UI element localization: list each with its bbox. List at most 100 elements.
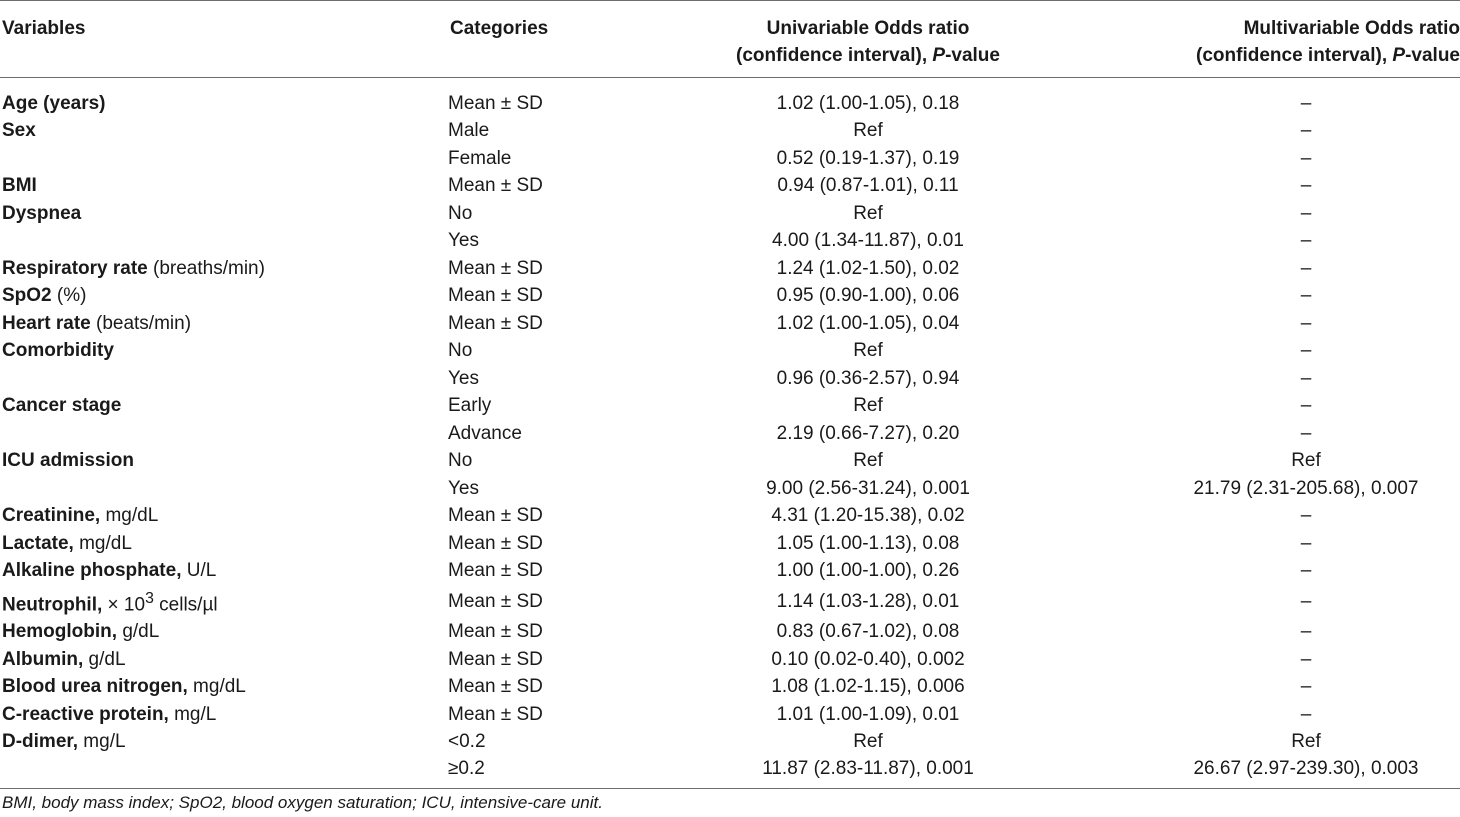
- variable-unit: mg/dL: [73, 532, 132, 554]
- multivariable-cell: –: [1300, 257, 1312, 279]
- table-row: Yes 0.96 (0.36-2.57), 0.94 –: [0, 365, 1460, 393]
- table-row: Dyspnea No Ref –: [0, 200, 1460, 228]
- table-row: Comorbidity No Ref –: [0, 337, 1460, 365]
- table-row: Cancer stage Early Ref –: [0, 392, 1460, 420]
- univariable-cell: 1.01 (1.00-1.09), 0.01: [776, 703, 960, 725]
- variable-cell: Blood urea nitrogen, mg/dL: [0, 673, 448, 701]
- multivariable-cell: –: [1300, 590, 1312, 612]
- univariable-cell: 1.05 (1.00-1.13), 0.08: [776, 532, 960, 554]
- odds-ratio-table: Variables Categories Univariable Odds ra…: [0, 0, 1460, 790]
- header-univariable-line2-suffix: -value: [945, 45, 1000, 66]
- multivariable-cell: –: [1300, 230, 1312, 252]
- variable-cell: Hemoglobin, g/dL: [0, 618, 448, 646]
- header-multivariable-line1: Multivariable Odds ratio: [1243, 18, 1460, 39]
- category-cell: No: [448, 202, 473, 224]
- variable-name: Lactate,: [2, 532, 74, 554]
- multivariable-cell: –: [1300, 648, 1312, 670]
- univariable-cell: Ref: [853, 202, 883, 224]
- variable-name: Comorbidity: [2, 340, 114, 362]
- univariable-cell: 1.24 (1.02-1.50), 0.02: [776, 257, 960, 279]
- variable-cell: [0, 227, 448, 255]
- category-cell: Female: [448, 147, 512, 169]
- variable-unit: (%): [51, 285, 87, 307]
- univariable-cell: 0.96 (0.36-2.57), 0.94: [776, 367, 960, 389]
- category-cell: No: [448, 340, 473, 362]
- multivariable-cell: –: [1300, 202, 1312, 224]
- header-row: Variables Categories Univariable Odds ra…: [0, 0, 1460, 78]
- variable-cell: Heart rate (beats/min): [0, 310, 448, 338]
- variable-cell: Lactate, mg/dL: [0, 530, 448, 558]
- category-cell: Mean ± SD: [448, 560, 543, 582]
- category-cell: ≥0.2: [448, 755, 668, 790]
- variable-cell: D-dimer, mg/L: [0, 728, 448, 756]
- header-univariable-line2-prefix: (confidence interval),: [736, 45, 933, 66]
- category-cell: Mean ± SD: [448, 532, 543, 554]
- table-body: Age (years) Mean ± SD 1.02 (1.00-1.05), 0.…: [0, 78, 1460, 790]
- category-cell: Advance: [448, 422, 522, 444]
- variable-cell: Age (years): [0, 78, 448, 118]
- table-row: Advance 2.19 (0.66-7.27), 0.20 –: [0, 420, 1460, 448]
- univariable-cell: 0.52 (0.19-1.37), 0.19: [776, 147, 960, 169]
- variable-cell: [0, 755, 448, 790]
- variable-unit-after: cells/µl: [153, 593, 218, 615]
- variable-cell: Comorbidity: [0, 337, 448, 365]
- variable-cell: [0, 145, 448, 173]
- multivariable-cell: –: [1300, 676, 1312, 698]
- table-row: Yes 9.00 (2.56-31.24), 0.001 21.79 (2.31-2…: [0, 475, 1460, 503]
- variable-cell: [0, 475, 448, 503]
- category-cell: Yes: [448, 367, 479, 389]
- multivariable-cell: –: [1300, 532, 1312, 554]
- variable-cell: Alkaline phosphate, U/L: [0, 557, 448, 585]
- header-variables: Variables: [0, 0, 448, 78]
- table-row: Heart rate (beats/min) Mean ± SD 1.02 (1.0…: [0, 310, 1460, 338]
- multivariable-cell: –: [1300, 120, 1312, 142]
- header-multivariable-line2-prefix: (confidence interval),: [1196, 45, 1393, 66]
- table-row: D-dimer, mg/L <0.2 Ref Ref: [0, 728, 1460, 756]
- variable-unit: g/dL: [83, 648, 126, 670]
- variable-unit: mg/dL: [187, 676, 246, 698]
- variable-unit: mg/L: [168, 703, 217, 725]
- univariable-cell: Ref: [853, 395, 883, 417]
- table-row: Yes 4.00 (1.34-11.87), 0.01 –: [0, 227, 1460, 255]
- multivariable-cell: –: [1300, 422, 1312, 444]
- univariable-cell: 1.02 (1.00-1.05), 0.04: [776, 312, 960, 334]
- variable-name: BMI: [2, 175, 37, 197]
- univariable-cell: 0.94 (0.87-1.01), 0.11: [777, 175, 959, 197]
- table-row: ICU admission No Ref Ref: [0, 447, 1460, 475]
- multivariable-cell: –: [1300, 147, 1312, 169]
- variable-name: Alkaline phosphate,: [2, 560, 182, 582]
- table-row: SpO2 (%) Mean ± SD 0.95 (0.90-1.00), 0.06–: [0, 282, 1460, 310]
- variable-name: Age (years): [2, 93, 106, 114]
- variable-name: Blood urea nitrogen,: [2, 676, 188, 698]
- multivariable-cell: –: [1300, 340, 1312, 362]
- variable-cell: Dyspnea: [0, 200, 448, 228]
- univariable-cell: Ref: [853, 120, 883, 142]
- category-cell: Mean ± SD: [448, 257, 543, 279]
- table-row: Albumin, g/dL Mean ± SD 0.10 (0.02-0.40), …: [0, 645, 1460, 673]
- multivariable-cell: Ref: [1291, 731, 1321, 753]
- variable-name: C-reactive protein,: [2, 703, 169, 725]
- category-cell: Mean ± SD: [448, 175, 543, 197]
- table-row: Female 0.52 (0.19-1.37), 0.19 –: [0, 145, 1460, 173]
- table-row: Respiratory rate (breaths/min) Mean ± SD 1…: [0, 255, 1460, 283]
- table-row: C-reactive protein, mg/L Mean ± SD 1.01 (1…: [0, 700, 1460, 728]
- category-cell: Early: [448, 395, 492, 417]
- variable-name: Cancer stage: [2, 395, 122, 417]
- variable-cell: Sex: [0, 117, 448, 145]
- category-cell: Mean ± SD: [448, 312, 543, 334]
- univariable-cell: 1.02 (1.00-1.05), 0.18: [776, 93, 960, 114]
- univariable-cell: 0.83 (0.67-1.02), 0.08: [776, 621, 960, 643]
- category-cell: Male: [448, 120, 490, 142]
- table-row: Creatinine, mg/dL Mean ± SD 4.31 (1.20-15.…: [0, 502, 1460, 530]
- header-multivariable-line2-suffix: -value: [1405, 45, 1460, 66]
- table-footnote: BMI, body mass index; SpO2, blood oxygen…: [2, 793, 603, 812]
- variable-name: Albumin,: [2, 648, 84, 670]
- category-cell: No: [448, 450, 473, 472]
- variable-cell: SpO2 (%): [0, 282, 448, 310]
- univariable-cell: 1.08 (1.02-1.15), 0.006: [771, 676, 965, 698]
- multivariable-cell: –: [1300, 505, 1312, 527]
- category-cell: Mean ± SD: [448, 676, 543, 698]
- category-cell: Mean ± SD: [448, 703, 543, 725]
- category-cell: Yes: [448, 477, 479, 499]
- variable-cell: Albumin, g/dL: [0, 645, 448, 673]
